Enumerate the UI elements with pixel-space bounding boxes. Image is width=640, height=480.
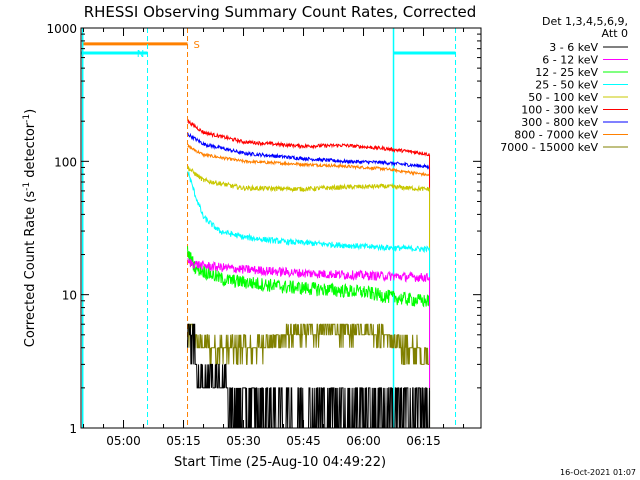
y-axis-label: Corrected Count Rate (s-1 detector-1) xyxy=(22,109,38,347)
y-tick-label: 1000 xyxy=(46,22,77,36)
plot-frame xyxy=(80,27,482,429)
y-tick-label: 1 xyxy=(69,422,77,436)
annotation-n-label: N xyxy=(137,49,144,60)
legend-label-4: 25 - 50 keV xyxy=(535,79,598,92)
series-line-3 xyxy=(187,246,430,308)
series-line-2 xyxy=(187,258,430,283)
y-tick-label: 10 xyxy=(62,289,77,303)
x-tick-label: 05:00 xyxy=(106,434,141,448)
annotation-n: N xyxy=(81,28,457,428)
plot-area: SN xyxy=(81,28,457,429)
timestamp: 16-Oct-2021 01:07 xyxy=(560,468,636,477)
legend-label-9: 7000 - 15000 keV xyxy=(500,141,598,154)
legend-label-3: 12 - 25 keV xyxy=(535,66,598,79)
series-line-8 xyxy=(187,143,430,177)
legend-header-line-1: Det 1,3,4,5,6,9, xyxy=(542,15,628,28)
x-tick-label: 05:45 xyxy=(286,434,321,448)
y-axis-label-start: Corrected Count Rate (s xyxy=(23,191,38,348)
series-line-5 xyxy=(187,165,430,193)
series-line-7 xyxy=(187,132,430,170)
y-tick-label: 100 xyxy=(54,155,77,169)
x-axis-label: Start Time (25-Aug-10 04:49:22) xyxy=(174,455,386,470)
series-line-6 xyxy=(187,118,430,157)
x-tick-label: 05:15 xyxy=(166,434,201,448)
legend-label-1: 3 - 6 keV xyxy=(549,41,598,54)
series-line-9 xyxy=(187,323,430,365)
legend-label-8: 800 - 7000 keV xyxy=(514,129,598,142)
legend-label-7: 300 - 800 keV xyxy=(521,116,598,129)
x-tick-label: 06:15 xyxy=(406,434,441,448)
y-axis-label-mid: detector xyxy=(23,122,38,182)
y-axis-label-end: ) xyxy=(23,109,38,114)
x-tick-label: 06:00 xyxy=(346,434,381,448)
series-line-4 xyxy=(187,171,430,254)
legend-label-5: 50 - 100 keV xyxy=(528,91,598,104)
annotation-s-label: S xyxy=(194,40,200,51)
legend-label-6: 100 - 300 keV xyxy=(521,104,598,117)
legend-label-2: 6 - 12 keV xyxy=(542,54,598,67)
axes: 1 10 100 1000 05:00 05:15 05:30 05:45 06:00 06:15 xyxy=(46,22,481,448)
y-axis-label-sup: -1 xyxy=(22,182,32,191)
annotation-s: S xyxy=(82,28,200,428)
legend-header-line-2: Att 0 xyxy=(602,27,628,40)
chart-title: RHESSI Observing Summary Count Rates, Co… xyxy=(84,3,477,21)
y-axis-label-sup-2: -1 xyxy=(22,114,32,123)
x-tick-label: 05:30 xyxy=(226,434,261,448)
